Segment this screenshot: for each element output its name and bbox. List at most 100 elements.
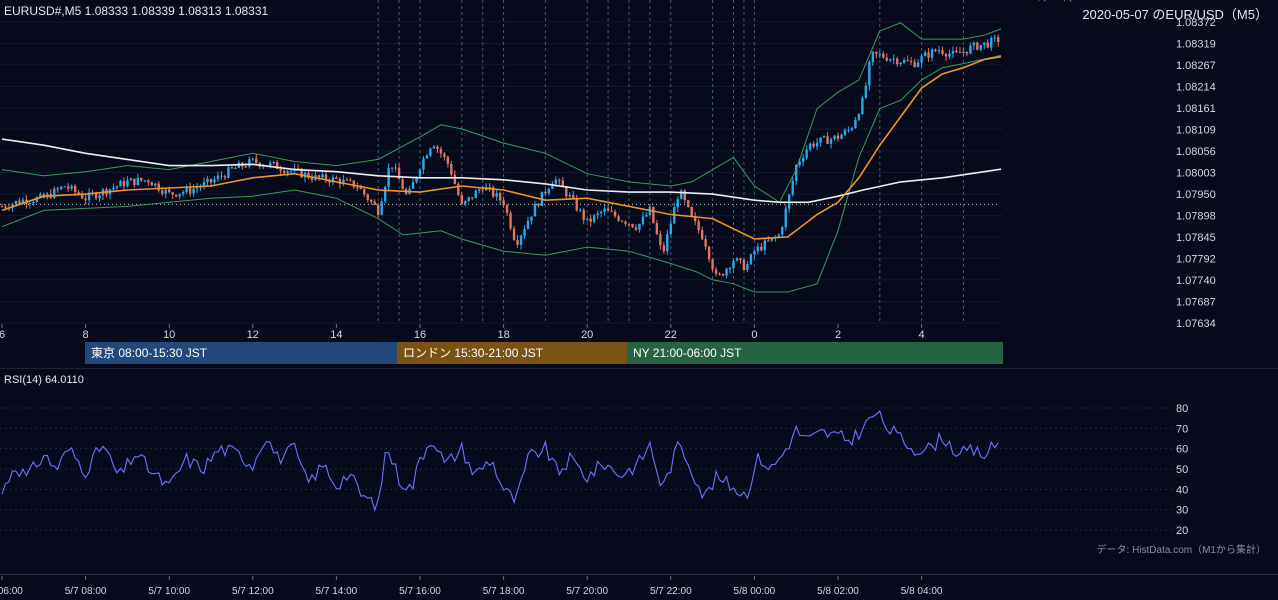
candle-body (366, 194, 369, 200)
rsi-y-tick-label: 80 (1176, 403, 1188, 415)
candle-body (56, 188, 59, 190)
candle-body (579, 209, 582, 211)
candle-body (683, 190, 686, 201)
y-tick-label: 1.07950 (1176, 189, 1216, 201)
candle-body (680, 190, 683, 200)
candle-body (133, 178, 136, 185)
candle-body (168, 189, 171, 193)
candle-body (927, 52, 930, 58)
candle-body (324, 174, 328, 181)
candle-body (906, 59, 909, 61)
time-tick-label: 5/7 12:00 (232, 586, 274, 597)
rsi-y-tick-label: 50 (1176, 464, 1188, 476)
candle-body (300, 168, 303, 178)
candle-body (902, 59, 906, 63)
candle-body (913, 61, 916, 67)
candle-body (216, 175, 220, 180)
session-newyork: NY 21:00-06:00 JST (627, 342, 1003, 364)
candle-body (136, 177, 140, 185)
candle-body (606, 208, 610, 211)
candle-body (829, 138, 833, 144)
candle-body (767, 240, 770, 242)
candle-body (345, 179, 349, 181)
candle-body (331, 177, 335, 183)
rsi-y-tick-label: 70 (1176, 423, 1188, 435)
y-tick-label: 1.08372 (1176, 17, 1216, 29)
candle-body (899, 62, 902, 65)
sma200-line (1, 138, 1002, 204)
rsi-chart[interactable]: 80 70 60 50 40 30 20 (0, 398, 1278, 540)
y-tick-label: 1.07740 (1176, 275, 1216, 287)
candle-body (425, 155, 429, 159)
candle-body (721, 274, 725, 276)
x-tick-label: 14 (330, 329, 342, 340)
candle-body (693, 215, 697, 222)
candle-body (363, 189, 366, 195)
candle-body (66, 186, 70, 189)
candle-body (586, 218, 589, 220)
candle-body (819, 137, 822, 143)
candle-body (575, 198, 578, 211)
candle-body (32, 202, 35, 204)
candle-body (826, 136, 829, 144)
candle-body (272, 161, 275, 163)
candle-body (753, 251, 756, 255)
candle-body (488, 186, 491, 188)
candle-body (335, 177, 338, 179)
y-tick-label: 1.08161 (1176, 103, 1216, 115)
candle-body (234, 168, 237, 170)
candle-body (77, 192, 80, 195)
time-tick-label: 5/7 16:00 (399, 586, 441, 597)
candle-body (990, 37, 993, 48)
candle-body (923, 52, 927, 57)
candle-body (808, 143, 812, 150)
candle-body (478, 189, 481, 191)
time-tick-label: 5/7 06:00 (0, 586, 23, 597)
candle-body (450, 163, 453, 175)
y-tick-label: 1.07845 (1176, 232, 1216, 244)
x-tick-label: 12 (247, 329, 259, 340)
candle-body (443, 153, 446, 157)
candle-body (707, 246, 711, 260)
candle-body (850, 128, 854, 130)
y-tick-label: 1.08214 (1176, 81, 1216, 93)
bollinger-upper-line (1, 22, 1002, 204)
candle-body (307, 172, 310, 178)
candle-body (502, 200, 505, 206)
candle-body (439, 149, 443, 154)
candle-body (544, 191, 547, 194)
x-tick-label: 4 (919, 329, 925, 340)
time-tick-label: 5/7 08:00 (65, 586, 107, 597)
candle-body (997, 37, 1000, 42)
candle-body (916, 62, 920, 67)
candle-body (422, 158, 425, 170)
y-tick-label: 1.08003 (1176, 168, 1216, 180)
candle-body (641, 216, 645, 224)
candle-body (565, 187, 568, 197)
candle-body (21, 199, 25, 204)
candle-body (704, 239, 707, 247)
candle-body (801, 157, 805, 162)
candle-body (972, 42, 976, 46)
candle-body (669, 223, 672, 235)
candle-body (248, 159, 251, 167)
price-chart[interactable]: 1.08372 1.08319 1.08267 1.08214 1.08161 1.081… (0, 0, 1278, 340)
candle-body (84, 198, 87, 201)
candle-body (944, 54, 948, 57)
candle-body (746, 264, 749, 271)
candle-body (603, 208, 606, 212)
candle-body (411, 182, 415, 189)
candle-body (655, 223, 659, 235)
bollinger-lower-line (1, 54, 1002, 293)
candle-body (937, 50, 941, 52)
candle-body (0, 206, 4, 208)
candle-body (627, 223, 631, 225)
candle-body (892, 58, 895, 60)
y-tick-label: 1.08319 (1176, 39, 1216, 51)
candle-body (474, 190, 477, 199)
candle-body (70, 185, 73, 189)
candle-body (784, 208, 787, 228)
candle-body (554, 179, 558, 184)
candle-body (174, 194, 178, 197)
candle-body (460, 195, 463, 204)
